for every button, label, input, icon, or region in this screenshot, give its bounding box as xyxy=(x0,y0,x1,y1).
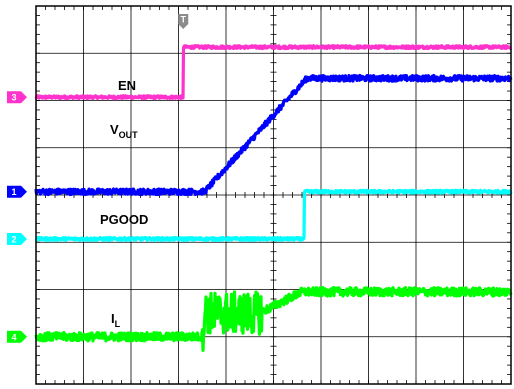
label-vout: VOUT xyxy=(110,122,138,140)
channel-marker-shape xyxy=(7,232,27,245)
plot-frame xyxy=(35,5,512,385)
channel-marker-label: 4 xyxy=(11,332,16,342)
channel-marker-3: 3 xyxy=(7,91,27,104)
label-pgood: PGOOD xyxy=(100,212,148,227)
trigger-marker: T xyxy=(178,14,189,29)
label-il-sub: L xyxy=(115,319,121,329)
label-vout-main: V xyxy=(110,122,119,137)
channel-marker-label: 3 xyxy=(11,93,16,103)
label-il: IL xyxy=(111,311,121,329)
traces xyxy=(34,44,513,352)
channel-marker-4: 4 xyxy=(7,330,27,343)
channel-marker-label: 1 xyxy=(11,187,16,197)
channel-marker-1: 1 xyxy=(7,185,27,198)
label-il-main: I xyxy=(111,311,115,326)
trigger-marker-box xyxy=(178,14,189,24)
label-en: EN xyxy=(118,78,136,93)
label-vout-sub: OUT xyxy=(119,130,139,140)
channel-marker-label: 2 xyxy=(11,234,16,244)
trigger-marker-label: T xyxy=(181,15,187,25)
channel-markers: 3 1 2 4 xyxy=(7,91,27,343)
channel-marker-shape xyxy=(7,185,27,198)
trigger-marker-tip xyxy=(178,24,189,29)
trace-vout xyxy=(34,73,513,197)
channel-marker-shape xyxy=(7,91,27,104)
channel-marker-2: 2 xyxy=(7,232,27,245)
trace-en xyxy=(34,44,513,101)
trace-pgood xyxy=(34,188,513,242)
channel-marker-shape xyxy=(7,330,27,343)
trace-il xyxy=(34,286,513,352)
